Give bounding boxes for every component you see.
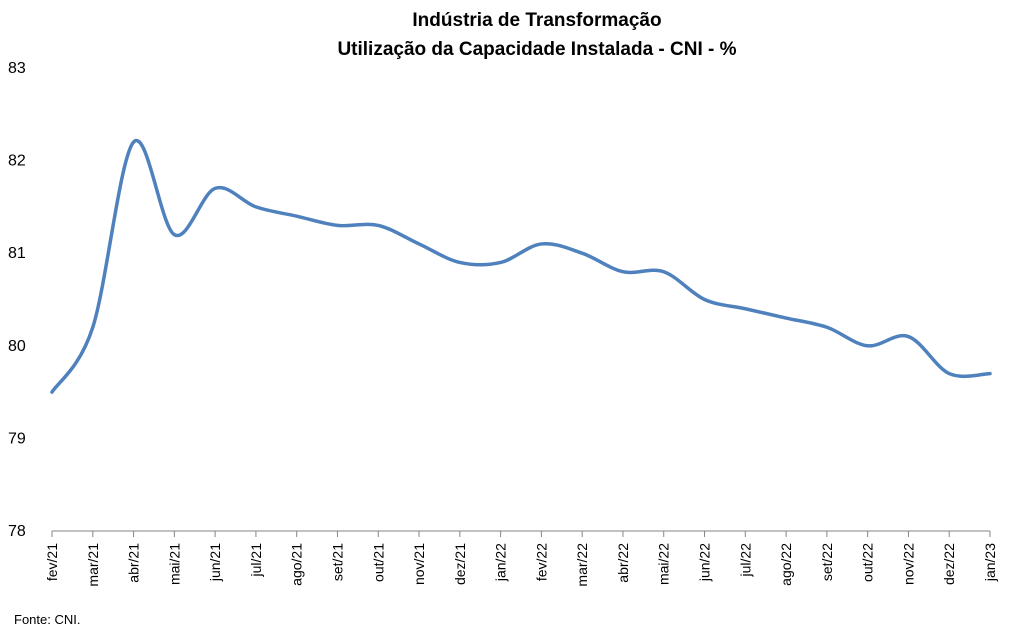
x-tick-label: nov/22 <box>900 543 916 585</box>
chart-title: Indústria de Transformação <box>412 10 661 31</box>
x-tick-label: fev/22 <box>533 543 549 581</box>
x-tick-label: dez/22 <box>941 543 957 585</box>
x-tick-label: jan/22 <box>493 543 509 582</box>
x-tick-label: nov/21 <box>411 543 427 585</box>
series-layer <box>50 138 992 394</box>
x-tick-label: fev/21 <box>44 543 60 581</box>
x-tick-label: set/21 <box>329 543 345 581</box>
series-line <box>50 138 992 394</box>
x-tick-label: ago/22 <box>778 543 794 586</box>
x-tick-label: jan/23 <box>982 543 998 582</box>
chart-subtitle: Utilização da Capacidade Instalada - CNI… <box>337 39 736 60</box>
x-tick-label: abr/21 <box>126 543 142 583</box>
x-tick-label: mai/22 <box>656 543 672 585</box>
x-tick-label: out/22 <box>860 543 876 582</box>
x-tick-label: abr/22 <box>615 543 631 583</box>
x-tick-label: mar/21 <box>85 543 101 587</box>
y-tick-label: 78 <box>8 523 26 540</box>
y-tick-label: 81 <box>8 245 26 262</box>
y-tick-label: 83 <box>8 60 26 77</box>
y-tick-label: 82 <box>8 153 26 170</box>
x-tick-label: set/22 <box>819 543 835 581</box>
x-axis: fev/21 mar/21 abr/21 mai/21 jun/21 jul/21 ago/… <box>44 530 998 587</box>
source-note: Fonte: CNI. <box>14 612 81 627</box>
y-tick-label: 80 <box>8 338 26 355</box>
x-tick-label: out/21 <box>370 543 386 582</box>
x-tick-label: ago/21 <box>289 543 305 586</box>
x-tick-label: jun/21 <box>207 543 223 582</box>
x-tick-label: mai/21 <box>166 543 182 585</box>
x-tick-label: jun/22 <box>697 543 713 582</box>
x-tick-label: dez/21 <box>452 543 468 585</box>
x-tick-label: mar/22 <box>574 543 590 587</box>
x-tick-label: jul/21 <box>248 543 264 578</box>
y-axis: 78 79 80 81 82 83 <box>8 60 26 540</box>
y-tick-label: 79 <box>8 430 26 447</box>
x-tick-label: jul/22 <box>737 543 753 578</box>
